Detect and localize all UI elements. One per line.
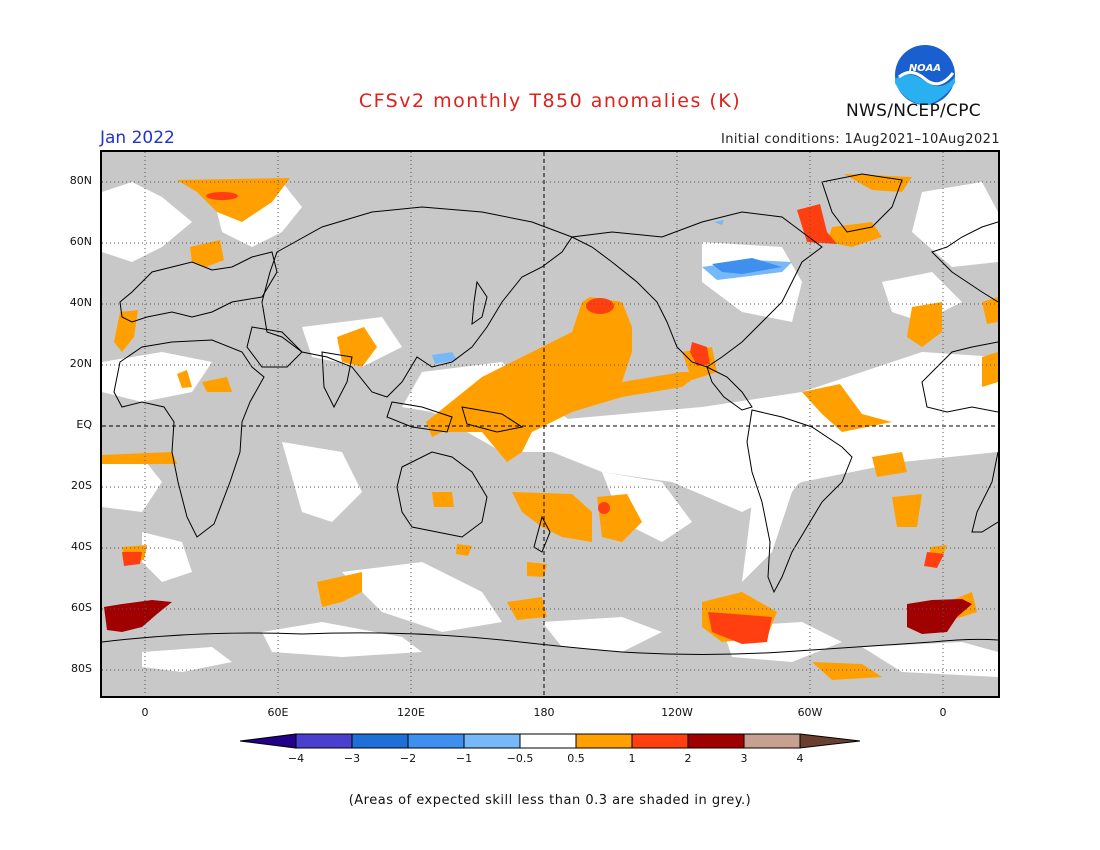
colorbar-bin (575, 733, 633, 749)
colorbar-tick: −1 (455, 752, 473, 765)
lat-label-20n: 20N (69, 357, 92, 370)
colorbar-tick: 3 (740, 752, 748, 765)
colorbar-bin (295, 733, 353, 749)
lon-label-0: 0 (141, 706, 149, 719)
colorbar-bin (743, 733, 801, 749)
lat-label-40s: 40S (71, 540, 92, 553)
colorbar-underflow (239, 733, 297, 749)
lat-label-eq: EQ (76, 418, 92, 431)
colorbar-tick: −3 (343, 752, 361, 765)
colorbar-tick: 2 (684, 752, 692, 765)
colorbar-tick: −0.5 (506, 752, 534, 765)
noaa-logo-text: NOAA (909, 63, 941, 74)
map-title: CFSv2 monthly T850 anomalies (K) (358, 90, 742, 112)
lon-label-120e: 120E (397, 706, 425, 719)
initial-conditions: Initial conditions: 1Aug2021–10Aug2021 (721, 132, 1000, 147)
valid-month: Jan 2022 (100, 128, 175, 148)
near-normal-regions (102, 182, 998, 677)
colorbar-overflow (799, 733, 861, 749)
lat-label-60s: 60S (71, 601, 92, 614)
colorbar-tick: −2 (399, 752, 417, 765)
colorbar-bin (519, 733, 577, 749)
map-canvas (102, 152, 998, 696)
colorbar-bin (687, 733, 745, 749)
colorbar-bin (407, 733, 465, 749)
colorbar-bin (631, 733, 689, 749)
colorbar-tick: 0.5 (567, 752, 585, 765)
lon-label-120w: 120W (661, 706, 693, 719)
agency-label: NWS/NCEP/CPC (846, 101, 981, 121)
colorbar-tick: 1 (628, 752, 636, 765)
equator-dateline (102, 152, 998, 696)
lat-label-20s: 20S (71, 479, 92, 492)
lat-label-40n: 40N (69, 296, 92, 309)
very-warm-anomaly-regions (104, 599, 972, 634)
colorbar-tick: −4 (287, 752, 305, 765)
lon-label-180: 180 (533, 706, 555, 719)
strong-warm-anomaly-regions (122, 192, 944, 644)
lat-label-80n: 80N (69, 174, 92, 187)
gridlines (102, 152, 998, 696)
colorbar-bin (351, 733, 409, 749)
colorbar-tick: 4 (796, 752, 804, 765)
lon-label-60w: 60W (797, 706, 823, 719)
lon-label-60e: 60E (267, 706, 289, 719)
lat-label-60n: 60N (69, 235, 92, 248)
cool-anomaly-regions (432, 220, 792, 364)
anomaly-map (100, 150, 1000, 698)
skill-footnote: (Areas of expected skill less than 0.3 a… (348, 793, 752, 808)
lon-label-0-east: 0 (939, 706, 947, 719)
noaa-logo: NOAA (893, 43, 957, 111)
colorbar-bin (463, 733, 521, 749)
coastlines (102, 173, 998, 655)
colorbar (239, 733, 862, 757)
lat-label-80s: 80S (71, 662, 92, 675)
